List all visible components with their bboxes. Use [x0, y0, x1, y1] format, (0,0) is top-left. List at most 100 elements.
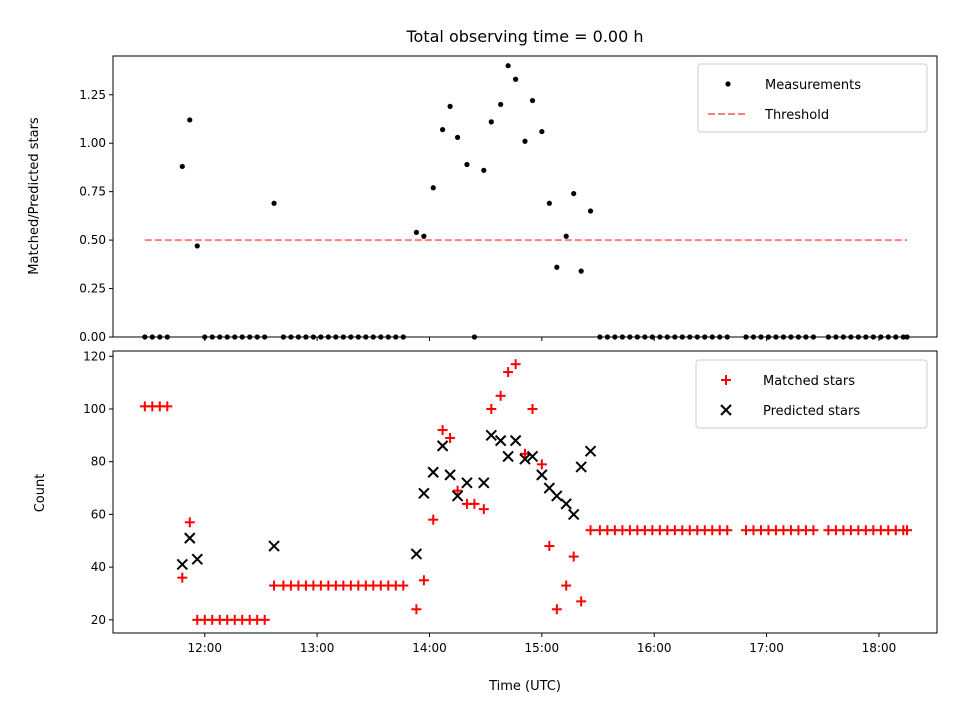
predicted-x-b [519, 453, 531, 465]
measurement-point [587, 208, 594, 214]
ratio-panel: Total observing time = 0.00 h Matched/Pr… [27, 27, 938, 344]
predicted-star-point [418, 487, 430, 500]
predicted-x-b [427, 466, 439, 478]
measurement-point [430, 185, 436, 191]
predicted-x-b [560, 498, 572, 510]
matched-star-point [486, 403, 497, 414]
measurement-point [498, 101, 504, 108]
measurement-point [488, 119, 494, 125]
matched-star-point [184, 517, 195, 528]
measurement-point [413, 229, 419, 235]
predicted-star-point [567, 508, 580, 521]
matched-star-point [510, 359, 521, 370]
matched-star-point [568, 551, 579, 562]
predicted-x-b [567, 508, 580, 521]
top-legend-box [697, 63, 928, 133]
chart-title: Total observing time = 0.00 h [405, 27, 643, 46]
bottom-y-tick-label: 100 [83, 402, 106, 416]
predicted-star-point [526, 450, 539, 463]
matched-star-point [445, 432, 456, 443]
measurement-point [447, 103, 453, 109]
legend-threshold-label: Threshold [764, 108, 829, 123]
matched-star-point [398, 580, 409, 591]
bottom-plot-frame [112, 350, 938, 634]
legend-measurements-marker [725, 81, 731, 87]
predicted-star-point [509, 434, 522, 447]
matched-star-point [428, 514, 439, 525]
matched-star-point [536, 459, 547, 470]
x-tick-label: 18:00 [862, 641, 897, 655]
bottom-legend-box [695, 359, 928, 429]
predicted-x-b [509, 434, 522, 447]
matched-star-point [495, 390, 506, 401]
predicted-x-b [451, 490, 464, 502]
bottom-y-tick-label: 40 [91, 560, 106, 574]
measurement-point [481, 167, 487, 173]
top-y-tick-label: 0.50 [79, 233, 106, 247]
predicted-x-b [478, 477, 490, 489]
predicted-star-point [560, 498, 572, 510]
predicted-star-point [575, 461, 587, 473]
top-y-tick-label: 0.00 [79, 330, 106, 344]
predicted-x-b [444, 469, 456, 481]
x-tick-label: 12:00 [187, 641, 222, 655]
matched-star-point [452, 485, 463, 496]
predicted-x-b [436, 440, 449, 452]
legend-predicted-label: Predicted stars [763, 404, 860, 419]
bottom-y-ticks: 20 40 60 80 100 120 [83, 349, 113, 627]
predicted-x-b [268, 540, 280, 552]
matched-star-point [527, 403, 538, 414]
matched-star-point [469, 498, 480, 509]
predicted-x-b [584, 445, 597, 457]
predicted-x-b [494, 434, 507, 447]
matched-star-point [520, 448, 530, 459]
top-y-tick-label: 0.75 [79, 185, 106, 199]
measurement-point [546, 200, 552, 206]
matched-star-point [551, 604, 562, 615]
measurement-point [271, 200, 277, 206]
x-axis-label: Time (UTC) [488, 679, 561, 694]
predicted-star-point [427, 466, 439, 478]
measurement-point [578, 268, 584, 274]
measurement-point [513, 76, 519, 82]
measurement-point [194, 243, 200, 249]
x-tick-label: 13:00 [300, 641, 335, 655]
measurement-point [539, 128, 545, 135]
bottom-series [139, 359, 913, 625]
top-y-axis-label: Matched/Predicted stars [27, 117, 42, 275]
predicted-star-point [478, 477, 490, 489]
predicted-star-point [551, 490, 563, 502]
predicted-x-b [526, 450, 539, 463]
predicted-x-b [502, 450, 514, 463]
predicted-x-b [575, 461, 587, 473]
bottom-y-tick-label: 120 [83, 349, 106, 363]
bottom-y-tick-label: 20 [91, 613, 106, 627]
predicted-star-point [461, 477, 473, 489]
matched-star-point [902, 525, 913, 536]
measurement-point [571, 190, 577, 197]
top-y-tick-label: 1.25 [79, 88, 106, 102]
measurement-point [522, 138, 528, 144]
top-legend: Measurements Threshold [697, 63, 928, 133]
top-y-ticks: 0.00 0.25 0.50 0.75 1.00 1.25 [79, 88, 113, 344]
predicted-star-point [268, 540, 280, 552]
legend-predicted-marker [720, 404, 732, 416]
matched-star-point [576, 596, 587, 607]
bottom-y-tick-label: 60 [91, 507, 106, 521]
counts-panel: Count Time (UTC) 20 40 60 80 100 120 12:00 13:… [33, 349, 938, 694]
predicted-x-b [410, 548, 423, 560]
bottom-x-ticks: 12:00 13:00 14:00 15:00 16:00 17:00 18:00 [187, 633, 896, 655]
predicted-x-b [191, 553, 203, 565]
predicted-x-b [176, 558, 188, 571]
predicted-star-point [436, 440, 449, 452]
matched-star-point [585, 525, 596, 536]
legend-matched-label: Matched stars [763, 374, 855, 389]
predicted-star-point [494, 434, 507, 447]
matched-star-point [162, 401, 173, 412]
measurement-point [505, 63, 511, 69]
predicted-x-b [536, 469, 548, 481]
matched-star-point [411, 604, 422, 615]
matched-star-point [437, 425, 448, 436]
predicted-x-b [184, 532, 196, 544]
